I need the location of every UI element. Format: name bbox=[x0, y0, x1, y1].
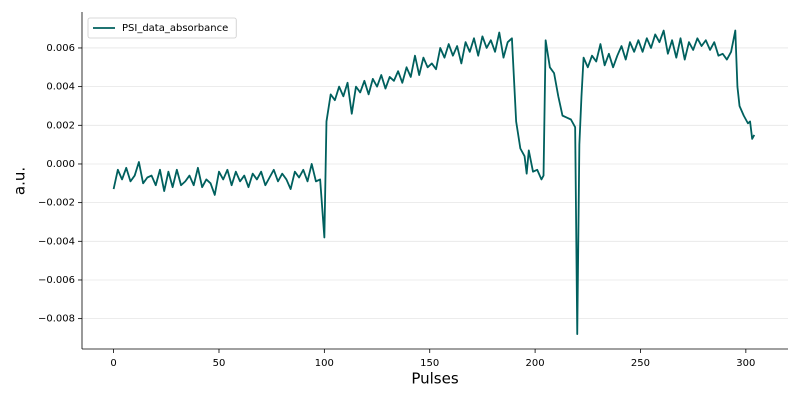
y-tick-label: −0.008 bbox=[38, 314, 75, 325]
y-tick-label: −0.004 bbox=[38, 236, 75, 247]
data-line bbox=[112, 29, 756, 336]
legend-box bbox=[87, 17, 237, 39]
legend-label: PSI_data_absorbance bbox=[122, 23, 228, 34]
y-tick-label: 0.006 bbox=[46, 43, 75, 54]
x-tick-label: 100 bbox=[315, 358, 334, 369]
y-tick-label: 0.002 bbox=[46, 120, 75, 131]
legend: PSI_data_absorbance bbox=[87, 17, 237, 39]
x-tick-label: 200 bbox=[526, 358, 545, 369]
y-tick-label: 0.000 bbox=[46, 159, 75, 170]
y-tick-label: −0.006 bbox=[38, 275, 75, 286]
x-tick-label: 150 bbox=[420, 358, 439, 369]
x-tick-label: 50 bbox=[213, 358, 226, 369]
y-tick-label: −0.002 bbox=[38, 198, 75, 209]
y-tick-label: 0.004 bbox=[46, 82, 75, 93]
x-tick-label: 250 bbox=[631, 358, 650, 369]
x-tick-label: 0 bbox=[110, 358, 116, 369]
x-axis-label: Pulses bbox=[411, 370, 458, 388]
y-axis-label: a.u. bbox=[11, 167, 29, 195]
x-tick-label: 300 bbox=[736, 358, 755, 369]
